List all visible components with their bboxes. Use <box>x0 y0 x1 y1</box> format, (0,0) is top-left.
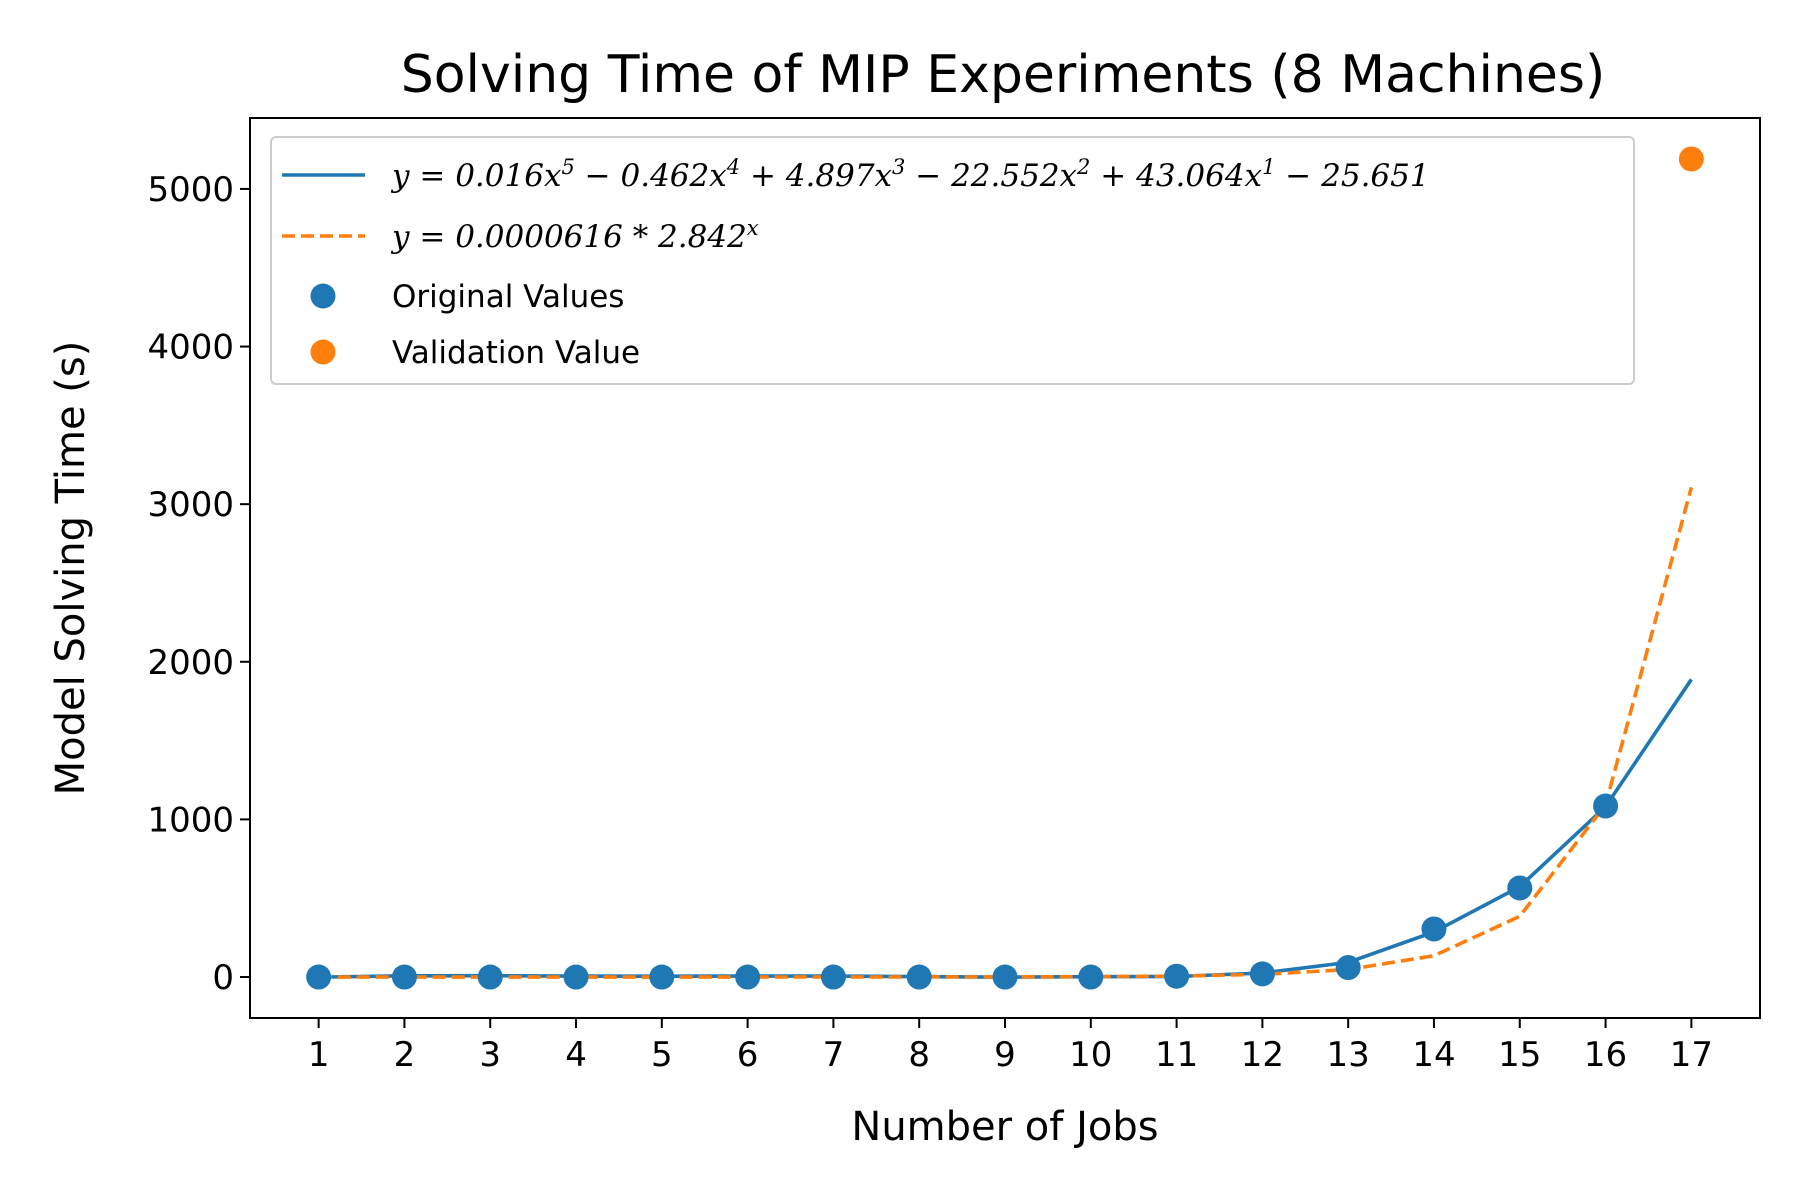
validation-value-point <box>1678 146 1704 172</box>
x-tick-label: 11 <box>1155 1035 1198 1075</box>
original-value-point <box>649 964 675 990</box>
x-tick-label: 4 <box>565 1035 587 1075</box>
y-tick-label: 5000 <box>147 170 234 210</box>
y-tick-label: 1000 <box>147 800 234 840</box>
y-tick-label: 4000 <box>147 328 234 368</box>
original-value-point <box>1164 963 1190 989</box>
legend-label-exponential: y = 0.0000616 * 2.842x <box>390 216 759 255</box>
original-value-point <box>906 964 932 990</box>
original-value-point <box>477 964 503 990</box>
legend-label-validation: Validation Value <box>392 335 640 371</box>
original-value-point <box>1507 875 1533 901</box>
x-tick-label: 16 <box>1584 1035 1627 1075</box>
legend-label-polynomial: y = 0.016x5 − 0.462x4 + 4.897x3 − 22.552… <box>390 155 1430 194</box>
x-tick-label: 15 <box>1498 1035 1541 1075</box>
legend-frame <box>270 136 1635 385</box>
polynomial-fit-line <box>318 678 1693 979</box>
series-layer <box>306 146 1704 990</box>
x-tick-label: 8 <box>908 1035 930 1075</box>
x-tick-label: 7 <box>823 1035 845 1075</box>
y-tick-label: 0 <box>212 958 234 998</box>
original-value-point <box>306 964 332 990</box>
legend: y = 0.016x5 − 0.462x4 + 4.897x3 − 22.552… <box>270 136 1635 385</box>
x-tick-label: 12 <box>1241 1035 1284 1075</box>
x-tick-label: 5 <box>651 1035 673 1075</box>
y-axis: 0 1000 2000 3000 4000 5000 <box>147 170 250 998</box>
x-tick-label: 3 <box>479 1035 501 1075</box>
x-tick-label: 10 <box>1069 1035 1112 1075</box>
x-tick-label: 13 <box>1327 1035 1370 1075</box>
original-value-point <box>1335 955 1361 981</box>
original-value-point <box>820 964 846 990</box>
original-value-point <box>1078 964 1104 990</box>
x-tick-label: 2 <box>394 1035 416 1075</box>
y-tick-label: 2000 <box>147 643 234 683</box>
original-value-point <box>735 964 761 990</box>
original-value-point <box>563 964 589 990</box>
legend-label-original: Original Values <box>392 279 624 315</box>
original-value-point <box>992 964 1018 990</box>
legend-marker-original <box>310 283 336 309</box>
x-tick-label: 6 <box>737 1035 759 1075</box>
original-value-point <box>1421 916 1447 942</box>
y-tick-label: 3000 <box>147 485 234 525</box>
original-value-point <box>1249 961 1275 987</box>
y-axis-label: Model Solving Time (s) <box>48 341 94 796</box>
chart-title: Solving Time of MIP Experiments (8 Machi… <box>401 45 1606 105</box>
original-value-point <box>1593 793 1619 819</box>
x-tick-label: 9 <box>994 1035 1016 1075</box>
original-value-point <box>391 964 417 990</box>
x-tick-label: 17 <box>1670 1035 1713 1075</box>
x-tick-label: 1 <box>308 1035 330 1075</box>
legend-marker-validation <box>310 339 336 365</box>
x-axis: 1 2 3 4 5 6 7 8 9 10 11 12 13 14 15 16 17 <box>308 1018 1713 1075</box>
x-tick-label: 14 <box>1412 1035 1455 1075</box>
x-axis-label: Number of Jobs <box>851 1104 1158 1150</box>
